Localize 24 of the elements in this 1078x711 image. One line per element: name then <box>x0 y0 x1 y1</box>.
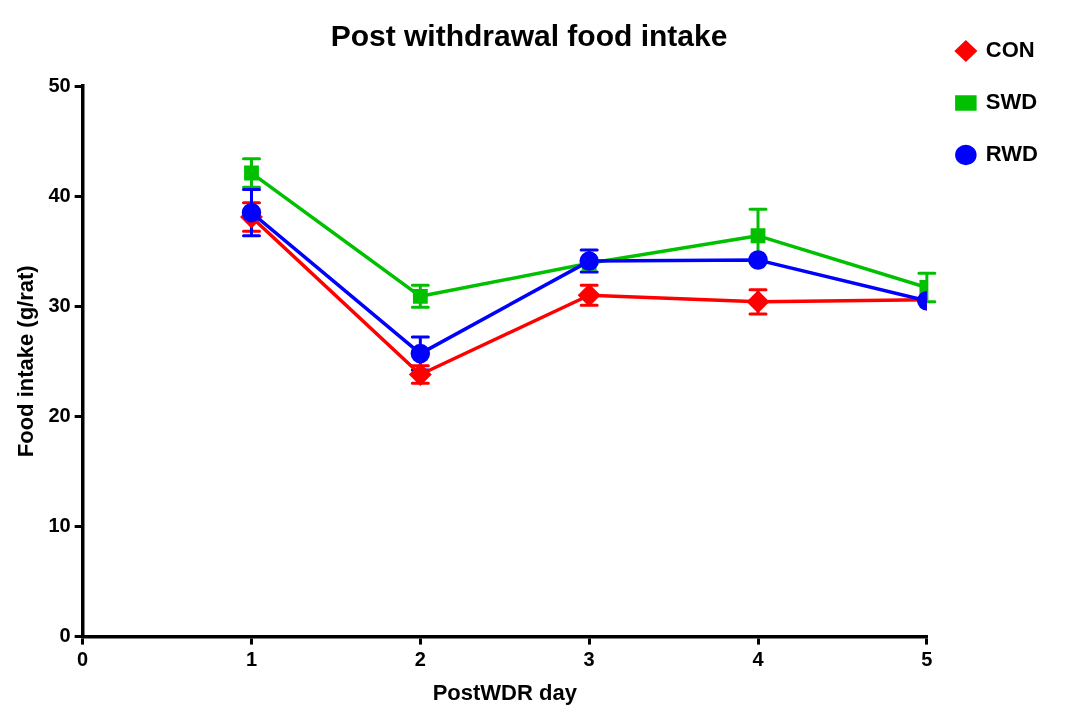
point <box>241 202 262 223</box>
point <box>244 165 259 181</box>
legend-label: RWD <box>985 141 1039 167</box>
x-axis-title: PostWDR day <box>432 679 578 705</box>
y-tick-label: 50 <box>48 73 71 96</box>
y-axis-title: Food intake (g/rat) <box>13 265 39 458</box>
y-tick-label: 40 <box>48 183 71 206</box>
point <box>750 228 766 244</box>
point <box>410 343 431 364</box>
x-tick-label: 4 <box>752 648 765 671</box>
legend-label: SWD <box>985 89 1038 115</box>
chart-title: Post withdrawal food intake <box>330 19 728 53</box>
legend-label: CON <box>985 37 1035 63</box>
x-tick-label: 2 <box>414 648 426 671</box>
x-tick-label: 3 <box>583 648 595 671</box>
point <box>748 250 768 270</box>
x-tick-label: 1 <box>245 648 258 671</box>
y-tick-label: 20 <box>48 403 71 426</box>
y-tick-label: 10 <box>48 514 71 536</box>
y-tick-label: 30 <box>48 293 71 316</box>
x-tick-label: 0 <box>77 648 89 671</box>
x-tick-label: 5 <box>921 648 933 671</box>
point <box>412 288 428 304</box>
y-tick-label: 0 <box>59 624 71 647</box>
